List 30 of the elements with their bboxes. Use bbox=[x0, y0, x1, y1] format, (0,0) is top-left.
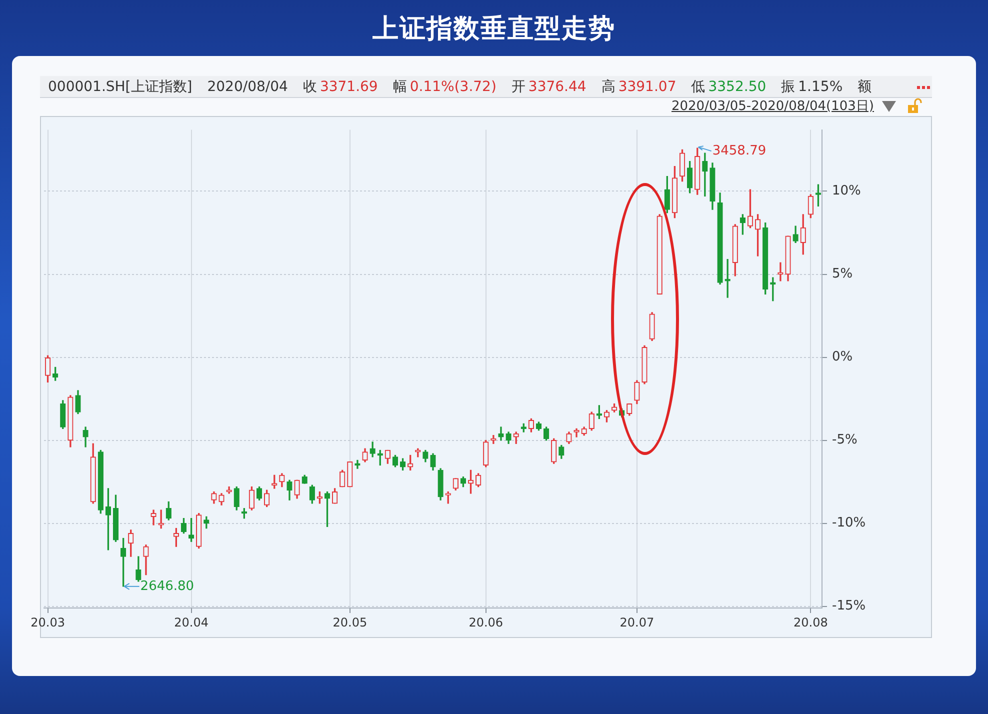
candlestick bbox=[702, 152, 708, 197]
y-tick-label: 10% bbox=[832, 184, 861, 199]
text: 振 1.15% bbox=[781, 78, 843, 94]
text: 2020/03/05-2020/08/04(103日) bbox=[671, 98, 874, 116]
x-tick-label: 20.08 bbox=[793, 615, 828, 630]
text: 2020/08/04 bbox=[207, 78, 288, 94]
text: 高 3391.07 bbox=[601, 78, 676, 94]
y-tick-label: -10% bbox=[832, 516, 866, 531]
x-tick-label: 20.06 bbox=[468, 615, 504, 630]
text: 开 3376.44 bbox=[511, 78, 586, 94]
text: 低 3352.50 bbox=[691, 78, 766, 94]
y-tick-label: 0% bbox=[832, 350, 853, 365]
candlestick bbox=[150, 510, 156, 526]
x-tick-label: 20.07 bbox=[620, 615, 654, 630]
candlestick bbox=[778, 262, 784, 282]
x-tick-label: 20.03 bbox=[30, 615, 65, 630]
candlestick bbox=[226, 486, 232, 494]
y-tick-label: 5% bbox=[832, 266, 853, 282]
text: 收 3371.69 bbox=[302, 78, 378, 94]
text: 000001.SH[上证指数] bbox=[48, 78, 192, 96]
annotation: 3458.79 bbox=[712, 143, 766, 158]
candlestick bbox=[490, 434, 496, 444]
annotation: 2646.80 bbox=[140, 578, 194, 594]
x-tick-label: 20.05 bbox=[332, 615, 368, 630]
text: 额 bbox=[858, 78, 872, 96]
text: 幅 0.11%(3.72) bbox=[392, 78, 496, 94]
chart-title: 上证指数垂直型走势 bbox=[372, 13, 616, 46]
y-tick-label: -15% bbox=[832, 598, 866, 614]
y-tick-label: -5% bbox=[832, 432, 858, 448]
x-tick-label: 20.04 bbox=[174, 615, 208, 630]
